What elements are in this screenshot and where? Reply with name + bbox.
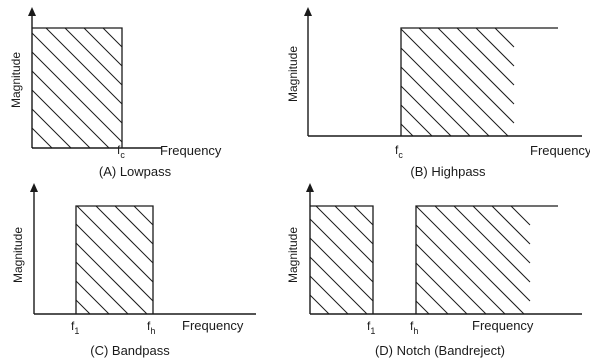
hatch-line xyxy=(31,32,123,124)
panel-caption: (A) Lowpass xyxy=(99,164,172,179)
y-axis-label: Magnitude xyxy=(11,227,25,283)
y-axis-label: Magnitude xyxy=(286,227,300,283)
marker-subscript: c xyxy=(398,150,403,160)
x-axis-label: Frequency xyxy=(530,143,590,158)
cutoff-frequency-marker: fc xyxy=(117,143,125,160)
hatch-line xyxy=(415,281,449,315)
marker-base: f xyxy=(147,319,151,333)
hatch-line xyxy=(415,224,506,315)
panel-highpass: Magnitude Frequency fc (B) Highpass xyxy=(286,7,590,179)
hatch-line xyxy=(400,85,452,137)
hatch-line xyxy=(309,256,368,315)
passband-region xyxy=(31,27,123,149)
hatch-line xyxy=(400,28,509,137)
hatch-line xyxy=(31,51,123,143)
hatch-line xyxy=(45,27,123,105)
y-axis-arrow xyxy=(306,183,314,192)
lower-frequency-marker: f1 xyxy=(71,319,79,336)
hatch-line xyxy=(415,300,430,315)
y-axis-label: Magnitude xyxy=(286,46,300,102)
y-axis-arrow xyxy=(28,7,36,16)
marker-base: f xyxy=(410,319,414,333)
magnitude-response-curve xyxy=(75,205,154,314)
hatch-line xyxy=(315,205,374,264)
passband-region-upper xyxy=(415,205,531,315)
marker-subscript: 1 xyxy=(74,326,79,336)
hatch-line xyxy=(334,205,374,245)
magnitude-response-curve-upper xyxy=(415,205,558,314)
hatch-line xyxy=(400,66,471,137)
y-axis-arrow xyxy=(30,183,38,192)
marker-subscript: h xyxy=(150,326,155,336)
marker-subscript: c xyxy=(120,150,125,160)
hatch-line xyxy=(31,146,34,149)
x-axis-label: Frequency xyxy=(160,143,222,158)
magnitude-response-curve-lower xyxy=(310,205,374,314)
hatch-line xyxy=(95,205,154,264)
x-axis-label: Frequency xyxy=(182,318,244,333)
hatch-line xyxy=(494,27,515,48)
hatch-line xyxy=(434,205,531,302)
marker-base: f xyxy=(117,143,121,157)
hatch-line xyxy=(31,70,110,149)
hatch-line xyxy=(415,205,525,315)
hatch-line xyxy=(309,275,349,315)
hatch-line xyxy=(75,242,148,315)
lower-frequency-marker: f1 xyxy=(367,319,375,336)
panel-caption: (C) Bandpass xyxy=(90,343,170,358)
magnitude-response-curve xyxy=(400,27,558,136)
magnitude-response-curve xyxy=(32,27,123,148)
upper-frequency-marker: fh xyxy=(147,319,155,336)
y-axis-arrow xyxy=(304,7,312,16)
hatch-line xyxy=(75,261,129,315)
hatch-line xyxy=(491,205,531,245)
hatch-line xyxy=(114,205,154,245)
hatch-line xyxy=(75,223,154,302)
hatch-line xyxy=(31,89,91,149)
hatch-line xyxy=(31,108,72,149)
panel-notch: Magnitude Frequency f1 fh (D) Notch (Ban… xyxy=(286,183,582,358)
hatch-line xyxy=(309,294,330,315)
hatch-line xyxy=(472,205,531,264)
hatch-line xyxy=(400,104,433,137)
marker-subscript: h xyxy=(413,326,418,336)
panel-bandpass: Magnitude Frequency f1 fh (C) Bandpass xyxy=(11,183,256,358)
y-axis-label: Magnitude xyxy=(9,52,23,108)
hatch-line xyxy=(415,243,487,315)
hatch-line xyxy=(133,205,154,226)
x-axis-label: Frequency xyxy=(472,318,534,333)
hatch-line xyxy=(400,47,490,137)
cutoff-frequency-marker: fc xyxy=(395,143,403,160)
marker-base: f xyxy=(395,143,399,157)
upper-frequency-marker: fh xyxy=(410,319,418,336)
hatch-line xyxy=(31,127,53,149)
panel-lowpass: Magnitude Frequency fc (A) Lowpass xyxy=(9,7,222,179)
hatch-line xyxy=(309,237,374,302)
hatch-line xyxy=(76,205,154,283)
hatch-line xyxy=(453,205,531,283)
hatch-line xyxy=(102,27,123,48)
hatch-line xyxy=(456,27,515,86)
hatch-line xyxy=(75,299,91,315)
hatch-line xyxy=(475,27,515,67)
panel-caption: (B) Highpass xyxy=(410,164,486,179)
hatch-line xyxy=(353,205,374,226)
hatch-line xyxy=(75,280,110,315)
hatch-line xyxy=(418,27,515,124)
passband-region-lower xyxy=(309,205,374,315)
passband-region xyxy=(400,27,515,137)
hatch-line xyxy=(64,27,123,86)
marker-subscript: 1 xyxy=(370,326,375,336)
hatch-line xyxy=(309,218,374,283)
panel-caption: (D) Notch (Bandreject) xyxy=(375,343,505,358)
hatch-line xyxy=(437,27,515,105)
hatch-line xyxy=(83,27,123,67)
passband-region xyxy=(75,205,154,315)
hatch-line xyxy=(415,262,468,315)
marker-base: f xyxy=(71,319,75,333)
hatch-line xyxy=(510,205,531,226)
hatch-line xyxy=(400,123,414,137)
marker-base: f xyxy=(367,319,371,333)
